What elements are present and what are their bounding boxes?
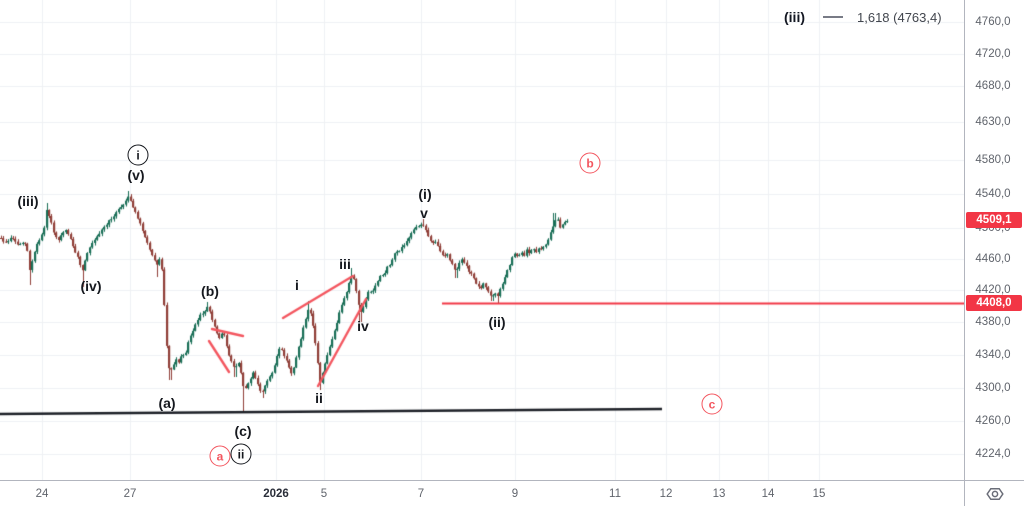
wave-label-piiip[interactable]: (iii) bbox=[17, 193, 39, 209]
time-tick: 14 bbox=[761, 488, 775, 500]
wave-label-pbp[interactable]: (b) bbox=[201, 283, 219, 299]
wave-label-pcp[interactable]: (c) bbox=[234, 423, 252, 439]
time-tick: 5 bbox=[320, 488, 328, 500]
wave-label-i[interactable]: i bbox=[295, 277, 299, 293]
wave-label-pvp[interactable]: (v) bbox=[127, 167, 145, 183]
price-tick: 4420,0 bbox=[975, 284, 1011, 296]
price-tick: 4380,0 bbox=[975, 316, 1011, 328]
chart-canvas[interactable] bbox=[0, 0, 964, 480]
current-price-label: 4509,1 bbox=[966, 212, 1022, 228]
fib-dash-icon bbox=[823, 16, 843, 18]
price-tick: 4224,0 bbox=[975, 448, 1011, 460]
time-tick: 9 bbox=[511, 488, 519, 500]
price-tick: 4720,0 bbox=[975, 48, 1011, 60]
wave-label-piip[interactable]: (ii) bbox=[488, 314, 506, 330]
wave-label-ii[interactable]: ii bbox=[315, 390, 323, 406]
time-tick: 7 bbox=[417, 488, 425, 500]
price-tick: 4300,0 bbox=[975, 382, 1011, 394]
time-tick: 27 bbox=[123, 488, 137, 500]
circled-wave-label-ii[interactable]: ii bbox=[230, 443, 252, 465]
price-tick: 4760,0 bbox=[975, 16, 1011, 28]
price-tick: 4580,0 bbox=[975, 154, 1011, 166]
level-price-label: 4408,0 bbox=[966, 295, 1022, 311]
time-tick: 12 bbox=[659, 488, 673, 500]
time-tick: 11 bbox=[609, 488, 621, 500]
wave-label-iii[interactable]: iii bbox=[339, 256, 351, 272]
circled-wave-label-a[interactable]: a bbox=[209, 445, 231, 467]
price-axis[interactable]: 4224,0 4260,0 4300,0 4340,0 4380,0 4420,0 4460… bbox=[964, 0, 1024, 506]
time-tick: 2026 bbox=[263, 488, 289, 500]
wave-label-pivp[interactable]: (iv) bbox=[80, 278, 102, 294]
wave-label-pip[interactable]: (i) bbox=[418, 186, 432, 202]
fib-projection-label[interactable]: (iii) 1,618 (4763,4) bbox=[784, 9, 942, 25]
price-tick: 4680,0 bbox=[975, 80, 1011, 92]
wave-label-iv[interactable]: iv bbox=[357, 318, 369, 334]
price-tick: 4340,0 bbox=[975, 349, 1011, 361]
circled-wave-label-c[interactable]: c bbox=[701, 393, 723, 415]
circled-wave-label-i[interactable]: i bbox=[127, 144, 149, 166]
time-tick: 24 bbox=[35, 488, 49, 500]
time-tick: 13 bbox=[712, 488, 726, 500]
price-tick: 4540,0 bbox=[975, 188, 1011, 200]
circled-wave-label-b[interactable]: b bbox=[579, 152, 601, 174]
price-tick: 4460,0 bbox=[975, 253, 1011, 265]
wave-label-pap[interactable]: (a) bbox=[158, 395, 176, 411]
time-axis[interactable]: 24 27 2026 5 7 9 11 12 13 14 15 bbox=[0, 480, 1024, 506]
fib-wave-label: (iii) bbox=[784, 9, 805, 25]
price-tick: 4630,0 bbox=[975, 116, 1011, 128]
fib-value: 1,618 (4763,4) bbox=[857, 9, 942, 25]
price-tick: 4260,0 bbox=[975, 415, 1011, 427]
settings-nut-icon bbox=[986, 487, 1004, 501]
wave-label-v[interactable]: v bbox=[420, 205, 428, 221]
time-tick: 15 bbox=[812, 488, 826, 500]
axis-settings-button[interactable] bbox=[964, 480, 1024, 506]
